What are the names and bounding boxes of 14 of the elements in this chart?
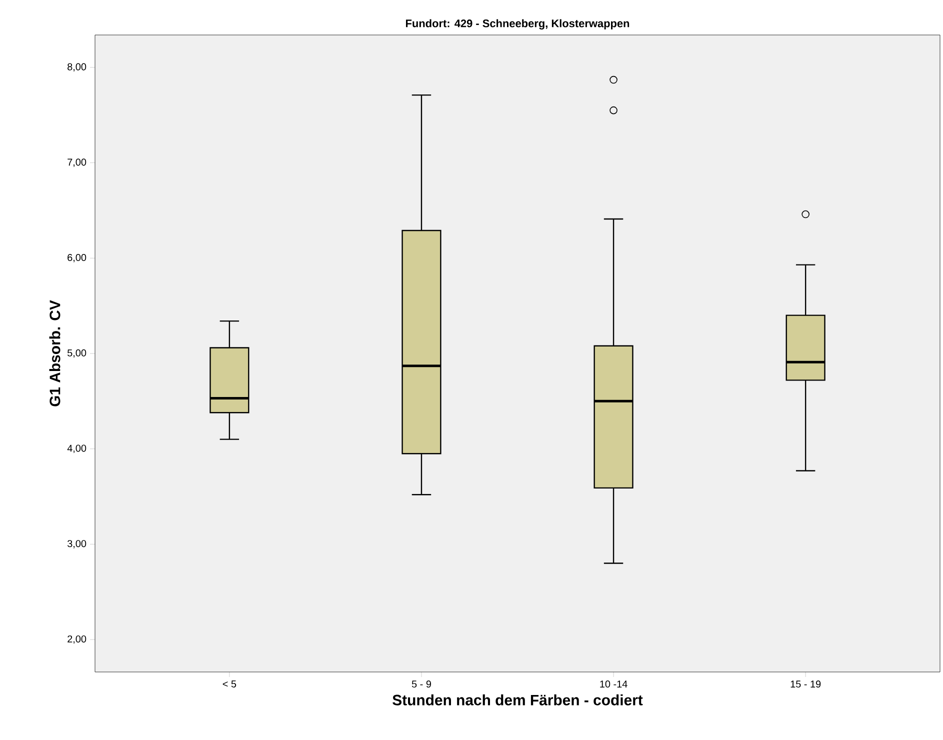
x-tick-label: 10 -14 — [600, 680, 628, 688]
x-axis-title: Stunden nach dem Färben - codiert — [392, 694, 643, 706]
x-tick-label: 15 - 19 — [790, 680, 821, 688]
y-tick-label: 7,00 — [68, 158, 86, 167]
y-tick-label: 4,00 — [67, 444, 86, 453]
chart-title: Fundort: 429 - Schneeberg, Klosterwappen — [406, 19, 630, 30]
y-tick-label: 8,00 — [68, 63, 86, 72]
y-tick-label: 2,00 — [68, 635, 86, 644]
y-axis-title: G1 Absorb. CV — [49, 300, 60, 406]
y-tick-label: 5,00 — [68, 349, 86, 358]
y-tick-label: 6,00 — [68, 254, 86, 262]
x-tick-label: < 5 — [222, 680, 236, 688]
x-tick-label: 5 - 9 — [412, 680, 431, 688]
y-tick-label: 3,00 — [67, 540, 86, 548]
